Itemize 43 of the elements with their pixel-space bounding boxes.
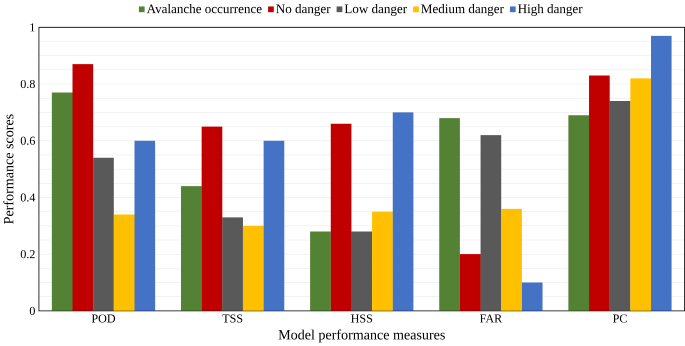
bar (180, 186, 202, 312)
bar (460, 254, 481, 312)
bar (202, 126, 222, 312)
x-tick-label: POD (92, 314, 116, 323)
bar (589, 76, 610, 312)
x-tick-label: TSS (222, 314, 242, 323)
y-tick-label: 0.8 (20, 80, 35, 88)
legend-label: Medium danger (421, 4, 504, 16)
x-tick-label: PC (613, 314, 627, 323)
bar (568, 115, 590, 312)
x-axis-title: Model performance measures (278, 330, 445, 342)
legend-label: High danger (518, 4, 582, 16)
bar (134, 140, 156, 312)
bar (310, 232, 331, 312)
bar (351, 232, 372, 312)
bar (651, 36, 672, 312)
bar (72, 64, 94, 312)
legend-label: No danger (276, 4, 330, 16)
y-axis-title: Performance scores (3, 114, 14, 224)
bar (522, 282, 543, 312)
bar (114, 214, 134, 312)
y-tick-label: 0.4 (20, 194, 36, 202)
bar (501, 208, 522, 312)
bar (439, 118, 460, 312)
bar (52, 92, 72, 312)
bar (372, 212, 393, 312)
y-tick-label: 0.6 (20, 136, 36, 145)
bar (480, 135, 502, 312)
bar (610, 101, 630, 312)
x-tick-label: FAR (480, 314, 502, 323)
bar (222, 217, 243, 312)
bar (264, 140, 284, 312)
bar (392, 112, 414, 312)
bar (330, 124, 352, 312)
x-tick-label: HSS (351, 314, 372, 323)
bar (630, 78, 652, 312)
bar (93, 158, 114, 312)
bar (242, 226, 264, 312)
y-tick-label: 1 (30, 23, 35, 32)
legend-label: Low danger (344, 4, 407, 16)
y-tick-label: 0.2 (20, 250, 35, 258)
y-tick-label: 0 (30, 306, 35, 316)
legend-label: Avalanche occurrence (146, 4, 262, 14)
